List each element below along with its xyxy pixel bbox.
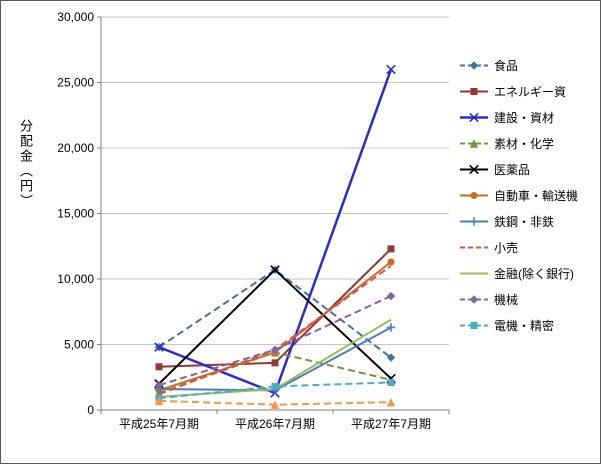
legend-key-icon <box>460 246 488 249</box>
legend-label: 建設・資材 <box>494 111 555 125</box>
legend-item: 自動車・輸送機 <box>459 187 578 204</box>
data-point-marker <box>469 139 479 148</box>
legend-key-icon <box>460 164 488 175</box>
data-point-marker <box>386 397 396 407</box>
data-point-marker <box>386 64 396 75</box>
legend-key-icon <box>460 192 488 199</box>
legend-key-icon <box>460 112 488 123</box>
x-tick-label: 平成27年7月期 <box>351 417 431 431</box>
y-tick-label: 30,000 <box>57 10 94 24</box>
legend-label: 鉄鋼・非鉄 <box>494 215 555 229</box>
legend-label: 小売 <box>494 241 519 255</box>
legend-item: 機械 <box>459 291 578 308</box>
data-point-marker <box>470 88 478 95</box>
legend-item: 建設・資材 <box>459 109 578 126</box>
data-point-marker <box>387 245 395 253</box>
data-point-marker <box>469 61 479 70</box>
data-point-marker <box>386 353 396 362</box>
y-tick-label: 15,000 <box>57 207 94 221</box>
data-point-marker <box>270 400 280 409</box>
series-line <box>158 261 392 392</box>
legend-label: 自動車・輸送機 <box>494 189 579 203</box>
data-point-marker <box>386 291 396 301</box>
data-point-marker <box>469 112 479 123</box>
legend-item: 小売 <box>459 239 578 256</box>
legend-label: 医薬品 <box>494 163 531 177</box>
y-tick-label: 0 <box>87 403 94 417</box>
y-tick-label: 20,000 <box>57 141 94 155</box>
legend-key-icon <box>460 217 488 226</box>
data-point-marker <box>155 363 163 371</box>
legend-key-icon <box>460 88 488 95</box>
data-point-marker <box>469 164 479 175</box>
x-tick-label: 平成26年7月期 <box>235 417 315 431</box>
series-line <box>158 268 392 385</box>
legend-item: 鉄鋼・非鉄 <box>459 213 578 230</box>
legend-item: 医薬品 <box>459 161 578 178</box>
chart-series <box>154 291 396 390</box>
legend-item: 素材・化学 <box>459 135 578 152</box>
legend-key-icon <box>460 295 488 304</box>
legend-item: 金融(除く銀行) <box>459 265 578 282</box>
legend-label: エネルギー資 <box>494 85 567 99</box>
data-point-marker <box>387 258 395 266</box>
legend-item: エネルギー資 <box>459 83 578 100</box>
chart-series <box>155 245 395 371</box>
legend-key-icon <box>460 139 488 148</box>
y-tick-label: 25,000 <box>57 76 94 90</box>
legend-label: 金融(除く銀行) <box>494 267 574 281</box>
data-point-marker <box>270 265 280 275</box>
data-point-marker <box>154 396 164 406</box>
chart-series <box>154 396 396 409</box>
y-axis-title: 分配金（円） <box>18 119 33 209</box>
data-point-marker <box>387 378 395 386</box>
data-point-marker <box>271 359 279 367</box>
legend-label: 素材・化学 <box>494 137 555 151</box>
y-tick-label: 10,000 <box>57 272 94 286</box>
data-point-marker <box>469 295 479 304</box>
data-point-marker <box>470 192 478 199</box>
data-point-marker <box>154 380 164 390</box>
legend-item: 電機・精密 <box>459 317 578 334</box>
legend-key-icon <box>460 61 488 70</box>
y-tick-label: 5,000 <box>64 338 94 352</box>
legend-key-icon <box>460 322 488 329</box>
series-line <box>158 268 392 359</box>
data-point-marker <box>470 322 478 329</box>
legend-key-icon <box>460 272 488 275</box>
x-tick-label: 平成25年7月期 <box>119 417 199 431</box>
data-point-marker <box>154 342 164 352</box>
data-point-marker <box>271 382 279 390</box>
legend-label: 電機・精密 <box>494 319 555 333</box>
legend-item: 食品 <box>459 57 578 74</box>
legend-label: 食品 <box>494 59 519 73</box>
legend-label: 機械 <box>494 293 519 307</box>
chart-legend: 食品エネルギー資 建設・資材素材・化学医薬品自動車・輸送機 鉄鋼・非鉄小売金融(除く… <box>459 57 578 334</box>
data-point-marker <box>270 345 280 354</box>
